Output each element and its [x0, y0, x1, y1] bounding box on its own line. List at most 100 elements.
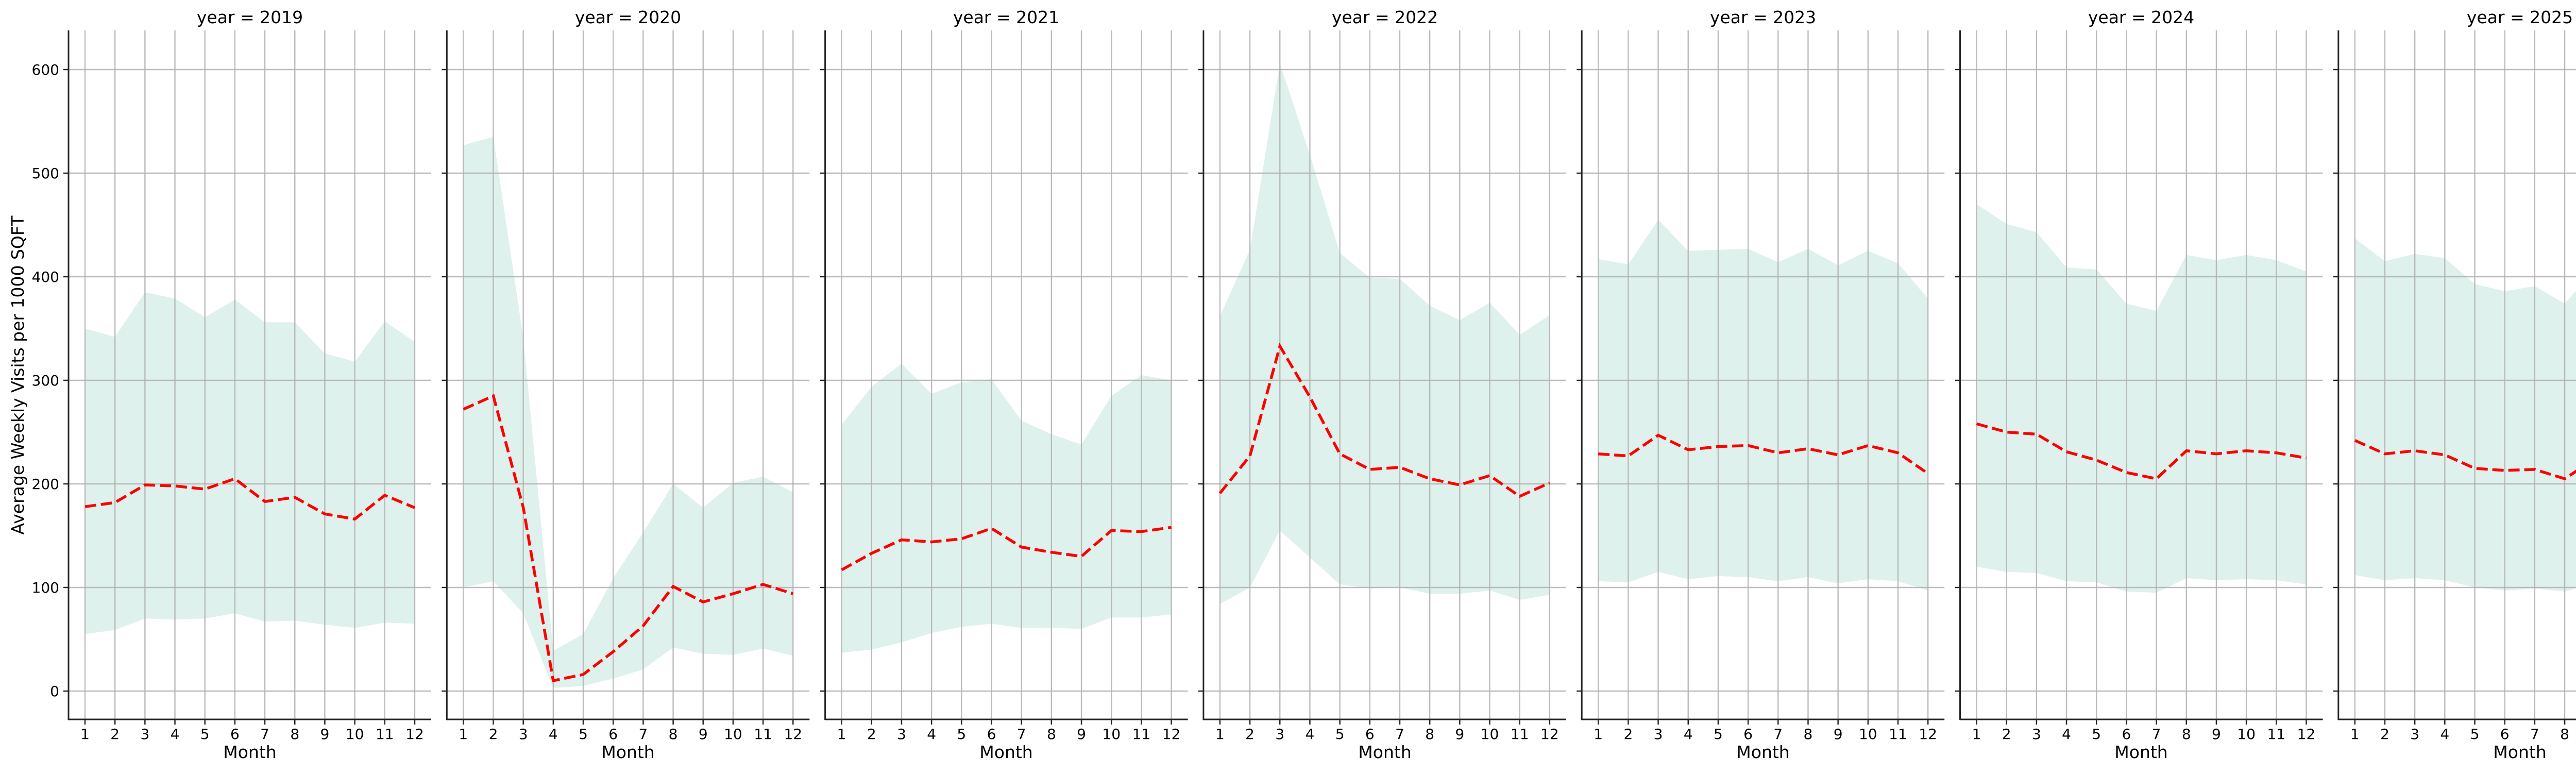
x-tick-label: 2: [2380, 726, 2389, 743]
x-tick-label: 3: [2410, 726, 2419, 743]
y-tick-label: 300: [32, 372, 59, 389]
x-tick-label: 9: [2212, 726, 2221, 743]
x-tick-label: 5: [957, 726, 966, 743]
x-tick-label: 4: [1306, 726, 1315, 743]
facet-panel-2021: 1 2 3 4 5 6 7 8 9 10 11 12: [820, 30, 1188, 743]
x-tick-label: 12: [1540, 726, 1559, 743]
x-tick-label: 12: [405, 726, 424, 743]
x-tick-label: 5: [2470, 726, 2480, 743]
median-line: [463, 394, 794, 683]
x-tick-label: 8: [290, 726, 299, 743]
x-tick-label: 2: [867, 726, 876, 743]
x-tick-label: 1: [1215, 726, 1225, 743]
x-tick-label: 8: [669, 726, 678, 743]
x-tick-label: 10: [1859, 726, 1877, 743]
x-tick-label: 7: [1773, 726, 1783, 743]
x-tick-label: 5: [579, 726, 588, 743]
x-axis-label: Month: [1736, 742, 1790, 762]
y-tick-label: 600: [32, 61, 59, 78]
x-tick-label: 8: [2560, 726, 2569, 743]
x-tick-label: 3: [1654, 726, 1663, 743]
median-line: [841, 526, 1172, 572]
x-tick-label: 4: [1684, 726, 1693, 743]
y-tick-label: 100: [32, 579, 59, 596]
facet-panel-2023: 1 2 3 4 5 6 7 8 9 10 11 12: [1577, 30, 1945, 743]
percentile-band: [841, 363, 1172, 653]
x-tick-label: 6: [1743, 726, 1753, 743]
percentile-band: [1598, 220, 1928, 591]
x-tick-label: 1: [1594, 726, 1603, 743]
x-tick-label: 7: [2530, 726, 2539, 743]
x-tick-label: 2: [110, 726, 120, 743]
x-tick-label: 2: [1245, 726, 1255, 743]
x-tick-label: 1: [80, 726, 90, 743]
x-tick-label: 7: [638, 726, 648, 743]
x-tick-label: 10: [724, 726, 742, 743]
panel-title-2023: year = 2023: [1709, 7, 1817, 27]
x-tick-label: 4: [2440, 726, 2449, 743]
x-tick-label: 11: [1889, 726, 1907, 743]
y-tick-label: 500: [32, 165, 59, 182]
x-tick-label: 4: [2062, 726, 2071, 743]
percentile-band: [1976, 204, 2307, 593]
x-tick-label: 9: [1077, 726, 1086, 743]
x-tick-label: 12: [1919, 726, 1937, 743]
x-tick-label: 6: [230, 726, 240, 743]
median-line: [1218, 342, 1551, 498]
panel-title-2022: year = 2022: [1331, 7, 1438, 27]
x-tick-label: 8: [1047, 726, 1056, 743]
x-tick-label: 12: [784, 726, 802, 743]
median-line: [84, 477, 416, 521]
x-tick-label: 9: [1834, 726, 1843, 743]
x-tick-label: 4: [549, 726, 558, 743]
x-axis-label: Month: [223, 742, 277, 762]
panel-title-2025: year = 2025: [2466, 7, 2573, 27]
x-axis-label: Month: [601, 742, 655, 762]
x-tick-label: 3: [897, 726, 906, 743]
x-tick-label: 11: [2267, 726, 2285, 743]
x-tick-label: 1: [459, 726, 468, 743]
x-tick-label: 10: [2237, 726, 2256, 743]
x-axis-label: Month: [1358, 742, 1412, 762]
percentile-band: [463, 137, 793, 688]
x-tick-label: 8: [1804, 726, 1813, 743]
x-tick-label: 6: [2122, 726, 2131, 743]
x-tick-label: 8: [2182, 726, 2191, 743]
y-tick-label: 400: [32, 268, 59, 285]
x-tick-label: 3: [519, 726, 528, 743]
y-axis-label: Average Weekly Visits per 1000 SQFT: [8, 215, 28, 535]
x-tick-label: 2: [2002, 726, 2011, 743]
x-tick-label: 6: [608, 726, 618, 743]
x-axis-label: Month: [2114, 742, 2168, 762]
x-tick-label: 5: [200, 726, 210, 743]
percentile-band: [1219, 63, 1550, 604]
x-tick-label: 4: [171, 726, 180, 743]
x-tick-label: 9: [699, 726, 708, 743]
x-tick-label: 3: [1275, 726, 1284, 743]
x-tick-label: 1: [2350, 726, 2360, 743]
panel-title-2024: year = 2024: [2088, 7, 2195, 27]
y-tick-label: 200: [32, 476, 59, 493]
x-tick-label: 7: [260, 726, 269, 743]
y-tick-label: 0: [50, 683, 59, 700]
x-tick-label: 7: [1017, 726, 1026, 743]
median-line: [1976, 422, 2307, 480]
x-tick-label: 3: [140, 726, 149, 743]
x-tick-label: 11: [376, 726, 394, 743]
x-tick-label: 7: [1395, 726, 1404, 743]
facet-panel-2022: 1 2 3 4 5 6 7 8 9 10 11 12: [1198, 30, 1566, 743]
percentile-band: [85, 292, 415, 634]
x-tick-label: 11: [1511, 726, 1529, 743]
x-tick-label: 10: [1102, 726, 1121, 743]
x-tick-label: 6: [1365, 726, 1375, 743]
x-tick-label: 6: [2500, 726, 2510, 743]
panel-title-2019: year = 2019: [196, 7, 303, 27]
x-axis-label: Month: [2493, 742, 2547, 762]
x-axis-label: Month: [979, 742, 1033, 762]
x-tick-label: 5: [1714, 726, 1723, 743]
x-tick-label: 6: [987, 726, 996, 743]
x-tick-label: 9: [1455, 726, 1464, 743]
